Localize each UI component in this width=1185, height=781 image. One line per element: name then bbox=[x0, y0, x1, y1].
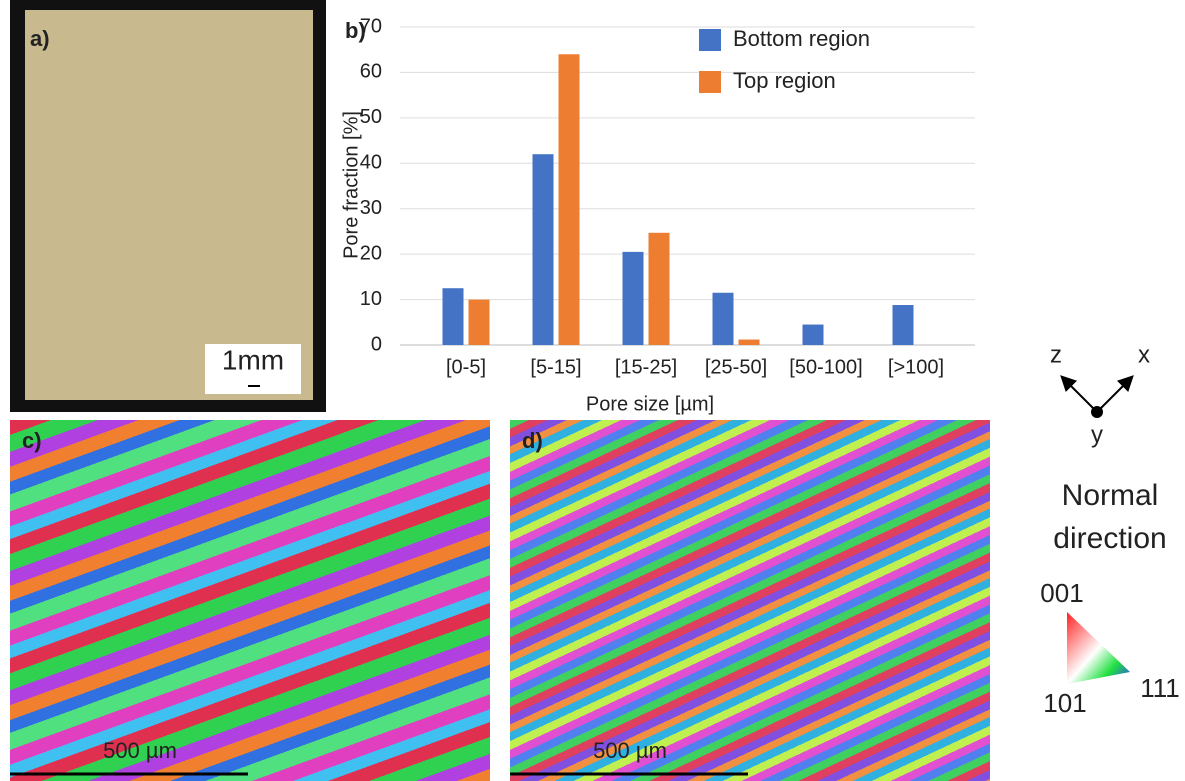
ipf-triangle bbox=[1067, 612, 1130, 684]
axis-dot bbox=[1091, 406, 1103, 418]
axis-label: z bbox=[1050, 341, 1062, 368]
scale-label: 500 µm bbox=[593, 738, 667, 763]
legend-swatch bbox=[699, 71, 721, 93]
x-tick-label: [15-25] bbox=[615, 356, 677, 378]
x-tick-label: [50-100] bbox=[789, 356, 862, 378]
legend-label: Bottom region bbox=[733, 26, 870, 51]
x-tick-label: [0-5] bbox=[446, 356, 486, 378]
y-tick-label: 50 bbox=[360, 106, 382, 128]
legend-title: Normal bbox=[1062, 479, 1159, 512]
y-tick-label: 20 bbox=[360, 242, 382, 264]
corner-label: 001 bbox=[1040, 578, 1083, 608]
bar bbox=[558, 54, 580, 345]
bar bbox=[468, 299, 490, 345]
bar bbox=[712, 292, 734, 345]
y-tick-label: 40 bbox=[360, 152, 382, 174]
bar bbox=[648, 232, 670, 345]
bar bbox=[622, 251, 644, 345]
panel-label: d) bbox=[522, 428, 543, 453]
micrograph bbox=[25, 10, 313, 400]
bar bbox=[532, 154, 554, 345]
axis-label: y bbox=[1091, 421, 1103, 448]
axis-arrow bbox=[1096, 375, 1134, 413]
panel-label: b) bbox=[345, 18, 366, 43]
y-tick-label: 60 bbox=[360, 61, 382, 83]
ebsd-map bbox=[510, 420, 990, 781]
scale-label: 500 µm bbox=[103, 738, 177, 763]
y-tick-label: 70 bbox=[360, 15, 382, 37]
x-tick-label: [5-15] bbox=[530, 356, 581, 378]
bar bbox=[892, 305, 914, 345]
panel-label: a) bbox=[30, 26, 50, 51]
axis-arrow bbox=[1060, 375, 1098, 413]
legend-swatch bbox=[699, 29, 721, 51]
y-tick-label: 30 bbox=[360, 197, 382, 219]
corner-label: 111 bbox=[1140, 673, 1180, 703]
panel-label: c) bbox=[22, 428, 42, 453]
y-axis-label: Pore fraction [%] bbox=[340, 111, 362, 259]
x-axis-label: Pore size [µm] bbox=[586, 393, 714, 415]
legend-label: Top region bbox=[733, 68, 836, 93]
x-tick-label: [25-50] bbox=[705, 356, 767, 378]
axis-label: x bbox=[1138, 341, 1150, 368]
legend-title: direction bbox=[1053, 522, 1166, 555]
corner-label: 101 bbox=[1043, 688, 1086, 718]
scale-label: 1mm bbox=[222, 344, 284, 375]
bar bbox=[802, 324, 824, 345]
bar bbox=[738, 339, 760, 345]
ebsd-map bbox=[10, 420, 490, 781]
y-tick-label: 10 bbox=[360, 288, 382, 310]
x-tick-label: [>100] bbox=[888, 356, 944, 378]
bar bbox=[442, 288, 464, 345]
y-tick-label: 0 bbox=[371, 333, 382, 355]
